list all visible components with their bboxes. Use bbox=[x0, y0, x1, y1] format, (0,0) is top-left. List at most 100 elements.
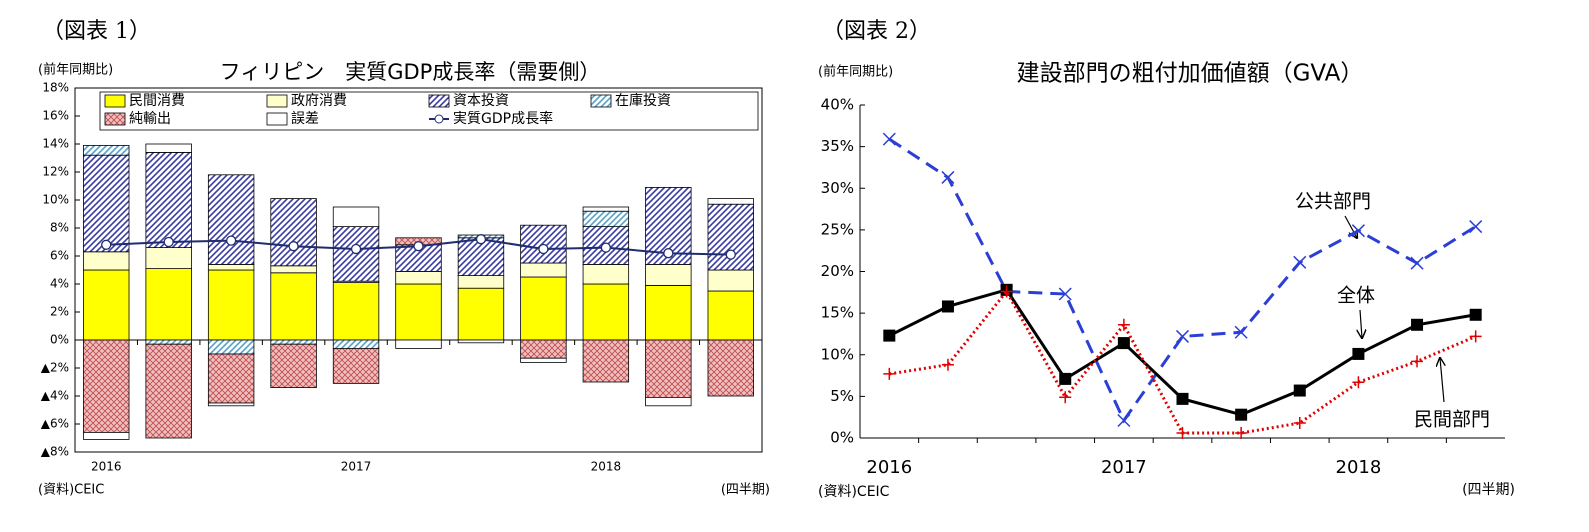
bar-segment bbox=[707, 203, 754, 271]
bar-segment bbox=[582, 206, 630, 212]
legend-label: 純輸出 bbox=[129, 111, 171, 127]
bar-segment bbox=[83, 269, 130, 341]
chart-title: 建設部門の粗付加価値額（GVA） bbox=[1017, 61, 1364, 87]
point bbox=[725, 249, 736, 260]
point bbox=[1000, 285, 1013, 298]
bar-segment bbox=[332, 339, 380, 349]
y-tick-label: 6% bbox=[50, 249, 69, 263]
y-tick-label: 8% bbox=[50, 221, 69, 235]
point bbox=[1469, 308, 1482, 321]
y-tick-label: ▲6% bbox=[41, 417, 69, 431]
x-tick-label: 2018 bbox=[591, 460, 622, 474]
point bbox=[225, 235, 237, 246]
bar-segment bbox=[645, 284, 692, 341]
point bbox=[1059, 372, 1072, 385]
bar-segment bbox=[582, 263, 630, 285]
point bbox=[350, 243, 362, 255]
figure-label: （図表 1） bbox=[42, 19, 151, 44]
point bbox=[1352, 347, 1365, 360]
bar-segment bbox=[83, 431, 130, 440]
bar-segment bbox=[207, 402, 255, 407]
bar-segment bbox=[645, 263, 692, 286]
y-unit: (前年同期比) bbox=[818, 64, 893, 80]
point bbox=[288, 241, 299, 252]
point bbox=[1235, 427, 1248, 440]
legend-swatch bbox=[428, 94, 450, 108]
point bbox=[883, 329, 896, 342]
y-tick-label: 0% bbox=[50, 333, 69, 347]
point bbox=[1058, 287, 1072, 301]
bar-segment bbox=[83, 251, 130, 271]
y-tick-label: 0% bbox=[830, 429, 854, 447]
legend-label: 資本投資 bbox=[453, 93, 509, 109]
y-tick-label: 20% bbox=[821, 262, 854, 280]
bar-segment bbox=[83, 154, 130, 253]
bar-segment bbox=[145, 339, 192, 345]
bar-segment bbox=[270, 198, 317, 267]
bar-segment bbox=[207, 339, 255, 355]
point bbox=[1351, 224, 1365, 238]
point bbox=[101, 239, 112, 250]
point bbox=[1293, 384, 1306, 397]
bar-segment bbox=[207, 269, 255, 341]
bar-segment bbox=[332, 347, 380, 384]
point bbox=[1235, 408, 1248, 421]
y-unit: (前年同期比) bbox=[38, 62, 113, 78]
legend-label: 実質GDP成長率 bbox=[453, 110, 553, 127]
point bbox=[1293, 255, 1307, 269]
bar-segment bbox=[582, 339, 630, 383]
bar-segment bbox=[145, 343, 192, 439]
source: (資料)CEIC bbox=[38, 483, 104, 498]
bar-segment bbox=[270, 343, 317, 389]
x-tick-label: 2016 bbox=[91, 460, 122, 474]
plot-frame bbox=[74, 87, 763, 453]
y-tick-label: ▲2% bbox=[41, 361, 69, 375]
point bbox=[1293, 417, 1306, 430]
y-tick-label: 2% bbox=[50, 305, 69, 319]
point bbox=[882, 132, 896, 146]
y-tick-label: 40% bbox=[821, 96, 854, 114]
bar-segment bbox=[707, 269, 754, 292]
annotation: 全体 bbox=[1337, 285, 1375, 307]
legend-swatch bbox=[434, 114, 444, 124]
point bbox=[1352, 376, 1365, 389]
chart-title: フィリピン 実質GDP成長率（需要側） bbox=[220, 60, 601, 84]
bar-segment bbox=[270, 272, 317, 341]
line bbox=[889, 288, 1477, 435]
y-tick-label: ▲4% bbox=[41, 389, 69, 403]
point bbox=[883, 367, 896, 380]
bar-segment bbox=[83, 144, 130, 156]
legend-swatch bbox=[104, 94, 126, 108]
bar-segment bbox=[395, 270, 442, 285]
point bbox=[600, 242, 612, 253]
legend-swatch bbox=[104, 112, 126, 126]
y-tick-label: 25% bbox=[821, 220, 854, 238]
y-tick-label: 5% bbox=[830, 387, 854, 405]
figure-label: （図表 2） bbox=[822, 19, 931, 44]
point bbox=[538, 243, 549, 255]
bar-segment bbox=[457, 339, 505, 344]
y-tick-label: 14% bbox=[42, 137, 69, 151]
point bbox=[1469, 330, 1482, 343]
bar-segment bbox=[707, 290, 754, 341]
bar-segment bbox=[332, 206, 380, 228]
bar-segment bbox=[332, 282, 380, 341]
bar-segment bbox=[457, 287, 505, 341]
y-tick-label: 18% bbox=[42, 81, 69, 95]
bar-segment bbox=[520, 357, 567, 363]
bar-segment bbox=[395, 339, 442, 349]
bar-segment bbox=[270, 265, 317, 274]
bar-segment bbox=[707, 198, 754, 205]
legend-label: 政府消費 bbox=[291, 93, 347, 109]
bar-segment bbox=[145, 247, 192, 270]
point bbox=[413, 241, 424, 252]
line bbox=[888, 137, 1477, 424]
legend-label: 在庫投資 bbox=[615, 92, 671, 109]
point bbox=[1117, 318, 1130, 331]
bar-segment bbox=[207, 174, 255, 265]
bar-segment bbox=[207, 263, 255, 271]
bar-segment bbox=[145, 143, 192, 153]
point bbox=[1234, 325, 1248, 339]
legend-label: 民間消費 bbox=[129, 93, 185, 109]
legend-swatch bbox=[590, 94, 612, 108]
